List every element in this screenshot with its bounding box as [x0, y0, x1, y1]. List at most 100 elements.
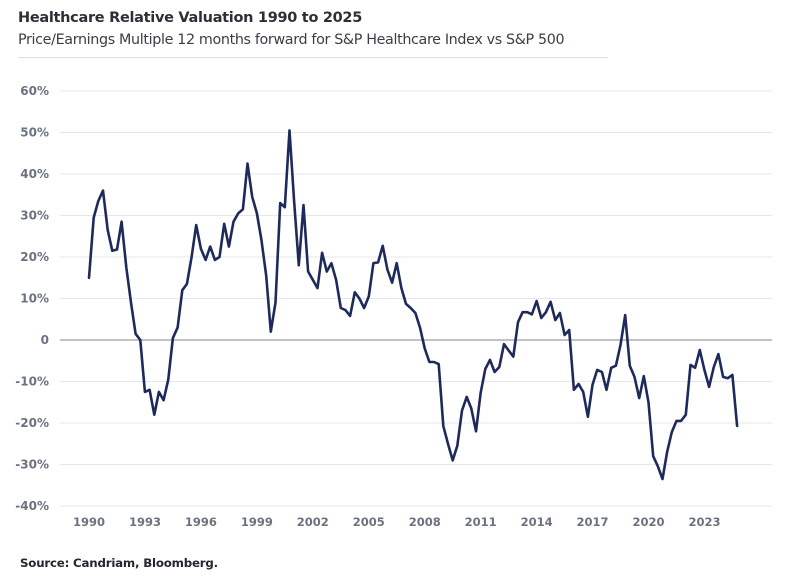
data-point [647, 400, 651, 404]
data-point [497, 365, 501, 369]
x-tick-label: 2008 [409, 515, 441, 529]
data-point [502, 342, 506, 346]
data-point [684, 413, 688, 417]
data-point [511, 355, 515, 359]
data-point [418, 326, 422, 330]
data-point [306, 270, 310, 274]
data-point [334, 278, 338, 282]
data-point [619, 343, 623, 347]
data-point [539, 316, 543, 320]
data-point [120, 220, 124, 224]
data-point [446, 442, 450, 446]
data-point [530, 312, 534, 316]
data-point [609, 366, 613, 370]
data-point [563, 333, 567, 337]
data-point [185, 282, 189, 286]
data-point [698, 348, 702, 352]
data-point [595, 368, 599, 372]
x-tick-label: 2005 [353, 515, 385, 529]
data-point [707, 385, 711, 389]
data-point [628, 364, 632, 368]
data-point [329, 261, 333, 265]
data-point [320, 251, 324, 255]
data-point [115, 248, 119, 252]
data-point [381, 244, 385, 248]
data-point [246, 162, 250, 166]
data-point [675, 419, 679, 423]
data-point [469, 407, 473, 411]
data-point [129, 301, 133, 305]
data-point [96, 199, 100, 203]
data-point [605, 388, 609, 392]
source-note: Source: Candriam, Bloomberg. [20, 556, 218, 570]
data-point [432, 360, 436, 364]
data-point [302, 203, 306, 207]
data-point [162, 398, 166, 402]
data-point [712, 365, 716, 369]
data-point [455, 444, 459, 448]
x-tick-label: 1993 [129, 515, 161, 529]
data-point [264, 274, 268, 278]
data-point [404, 302, 408, 306]
data-point [581, 390, 585, 394]
data-point [600, 370, 604, 374]
data-point [343, 308, 347, 312]
x-tick-label: 2017 [577, 515, 609, 529]
gridlines [60, 90, 772, 507]
data-point [591, 383, 595, 387]
data-point [376, 260, 380, 264]
data-point [124, 265, 128, 269]
data-point [166, 377, 170, 381]
data-point [702, 368, 706, 372]
x-tick-label: 2014 [521, 515, 553, 529]
data-point [558, 311, 562, 315]
data-point [661, 477, 665, 481]
y-tick-label: 40% [20, 167, 49, 181]
series-line [87, 129, 739, 481]
data-point [134, 332, 138, 336]
y-tick-label: 60% [20, 84, 49, 98]
data-point [311, 278, 315, 282]
data-point [716, 352, 720, 356]
data-point [623, 313, 627, 317]
x-tick-label: 2002 [297, 515, 329, 529]
data-point [274, 301, 278, 305]
data-point [553, 318, 557, 322]
data-point [357, 297, 361, 301]
series-layer [87, 129, 739, 481]
chart-title: Healthcare Relative Valuation 1990 to 20… [18, 10, 363, 26]
title-divider [18, 57, 608, 58]
data-point [460, 409, 464, 413]
data-point [367, 294, 371, 298]
data-point [199, 247, 203, 251]
data-point [493, 370, 497, 374]
data-point [474, 429, 478, 433]
y-tick-label: -10% [15, 375, 49, 389]
data-point [106, 228, 110, 232]
data-point [413, 311, 417, 315]
data-point [544, 310, 548, 314]
data-point [633, 375, 637, 379]
y-tick-label: 20% [20, 250, 49, 264]
data-point [180, 288, 184, 292]
data-point [250, 195, 254, 199]
data-point [101, 189, 105, 193]
data-point [423, 346, 427, 350]
y-tick-label: 50% [20, 126, 49, 140]
data-point [255, 211, 259, 215]
data-point [278, 201, 282, 205]
data-point [157, 390, 161, 394]
data-point [218, 255, 222, 259]
data-point [735, 424, 739, 428]
y-tick-label: -20% [15, 416, 49, 430]
data-point [208, 245, 212, 249]
data-point [549, 300, 553, 304]
data-point [143, 390, 147, 394]
data-point [437, 362, 441, 366]
data-point [665, 450, 669, 454]
x-tick-label: 2023 [688, 515, 720, 529]
data-point [204, 258, 208, 262]
data-point [465, 395, 469, 399]
data-point [577, 382, 581, 386]
